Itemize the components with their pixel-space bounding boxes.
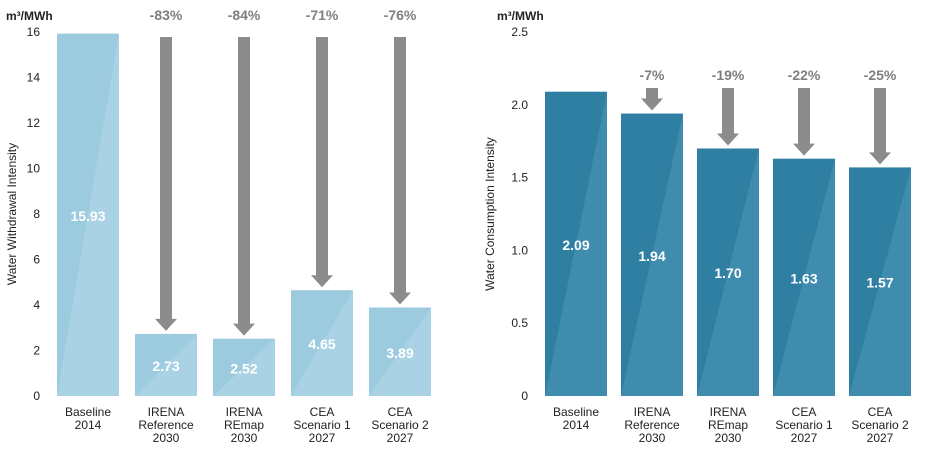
y-tick-label: 0 <box>33 389 40 403</box>
x-tick-label: 2030 <box>639 431 666 445</box>
x-tick-label: IRENA <box>710 405 747 419</box>
bar-value-label: 1.94 <box>638 248 665 264</box>
reduction-label: -76% <box>384 7 417 23</box>
consumption-chart: m³/MWh Water Consumption Intensity 0 0.5 1.0… <box>483 9 911 445</box>
x-tick-label: IRENA <box>226 405 263 419</box>
x-tick-label: IRENA <box>634 405 671 419</box>
x-tick-label: Baseline <box>65 405 111 419</box>
unit-label: m³/MWh <box>6 9 53 23</box>
y-tick-label: 0.5 <box>511 316 528 330</box>
reduction-arrow <box>389 37 411 305</box>
bar-shade <box>213 338 275 396</box>
x-tick-label: Reference <box>624 418 680 432</box>
reduction-arrow <box>641 88 663 111</box>
reduction-label: -84% <box>228 7 261 23</box>
reduction-label: -83% <box>150 7 183 23</box>
bar-shade <box>697 148 759 396</box>
bar-value-label: 1.70 <box>714 265 741 281</box>
bar-shade <box>621 113 683 396</box>
x-tick-label: REmap <box>224 418 264 432</box>
x-tick-label: 2027 <box>309 431 336 445</box>
y-tick-label: 14 <box>27 71 41 85</box>
bar-shade <box>773 158 835 396</box>
y-tick-label: 1.0 <box>511 243 528 257</box>
y-tick-label: 6 <box>33 253 40 267</box>
x-tick-label: CEA <box>388 405 413 419</box>
y-tick-label: 12 <box>27 116 41 130</box>
bar-value-label: 2.09 <box>562 237 589 253</box>
bar-value-label: 1.57 <box>866 275 893 291</box>
y-tick-label: 10 <box>27 162 41 176</box>
y-tick-label: 2.0 <box>511 98 528 112</box>
x-tick-label: IRENA <box>148 405 185 419</box>
bar-shade <box>135 333 197 396</box>
bar-value-label: 1.63 <box>790 270 817 286</box>
reduction-arrow <box>311 37 333 288</box>
reduction-label: -19% <box>712 67 745 83</box>
x-tick-label: Baseline <box>553 405 599 419</box>
reduction-label: -22% <box>788 67 821 83</box>
x-tick-label: 2027 <box>387 431 414 445</box>
y-tick-label: 4 <box>33 298 40 312</box>
y-axis-label: Water Withdrawal Intensity <box>5 143 19 285</box>
x-tick-label: Scenario 2 <box>851 418 909 432</box>
x-tick-label: CEA <box>310 405 335 419</box>
y-tick-label: 16 <box>27 25 41 39</box>
reduction-arrow <box>233 37 255 336</box>
y-tick-label: 2.5 <box>511 25 528 39</box>
x-tick-label: Scenario 2 <box>371 418 429 432</box>
withdrawal-chart: m³/MWh Water Withdrawal Intensity 0 2 4 6 8 10 1… <box>5 7 431 445</box>
reduction-label: -7% <box>640 67 665 83</box>
bar-shade <box>849 167 911 396</box>
x-tick-label: CEA <box>868 405 893 419</box>
x-tick-label: REmap <box>708 418 748 432</box>
bar-shade <box>545 91 607 397</box>
unit-label: m³/MWh <box>497 9 544 23</box>
x-tick-label: 2030 <box>231 431 258 445</box>
bar-shade <box>369 307 431 396</box>
x-tick-label: 2030 <box>715 431 742 445</box>
y-tick-label: 0 <box>521 389 528 403</box>
reduction-arrow <box>155 37 177 331</box>
reduction-label: -25% <box>864 67 897 83</box>
y-tick-label: 8 <box>33 207 40 221</box>
x-tick-label: Scenario 1 <box>775 418 833 432</box>
x-tick-label: 2014 <box>75 418 102 432</box>
reduction-arrow <box>869 88 891 165</box>
bar-value-label: 15.93 <box>70 208 105 224</box>
x-tick-label: 2014 <box>563 418 590 432</box>
bar-value-label: 2.52 <box>230 360 257 376</box>
bar-shade <box>291 290 353 396</box>
x-tick-label: 2027 <box>867 431 894 445</box>
x-tick-label: CEA <box>792 405 817 419</box>
reduction-label: -71% <box>306 7 339 23</box>
bar-value-label: 2.73 <box>152 358 179 374</box>
x-tick-label: Scenario 1 <box>293 418 351 432</box>
reduction-arrow <box>793 88 815 156</box>
x-tick-label: 2027 <box>791 431 818 445</box>
reduction-arrow <box>717 88 739 146</box>
bar-value-label: 3.89 <box>386 345 413 361</box>
y-tick-label: 2 <box>33 344 40 358</box>
y-tick-label: 1.5 <box>511 171 528 185</box>
x-tick-label: 2030 <box>153 431 180 445</box>
x-tick-label: Reference <box>138 418 194 432</box>
bar-shade <box>57 33 119 396</box>
y-axis-label: Water Consumption Intensity <box>483 137 497 291</box>
bar-value-label: 4.65 <box>308 336 335 352</box>
